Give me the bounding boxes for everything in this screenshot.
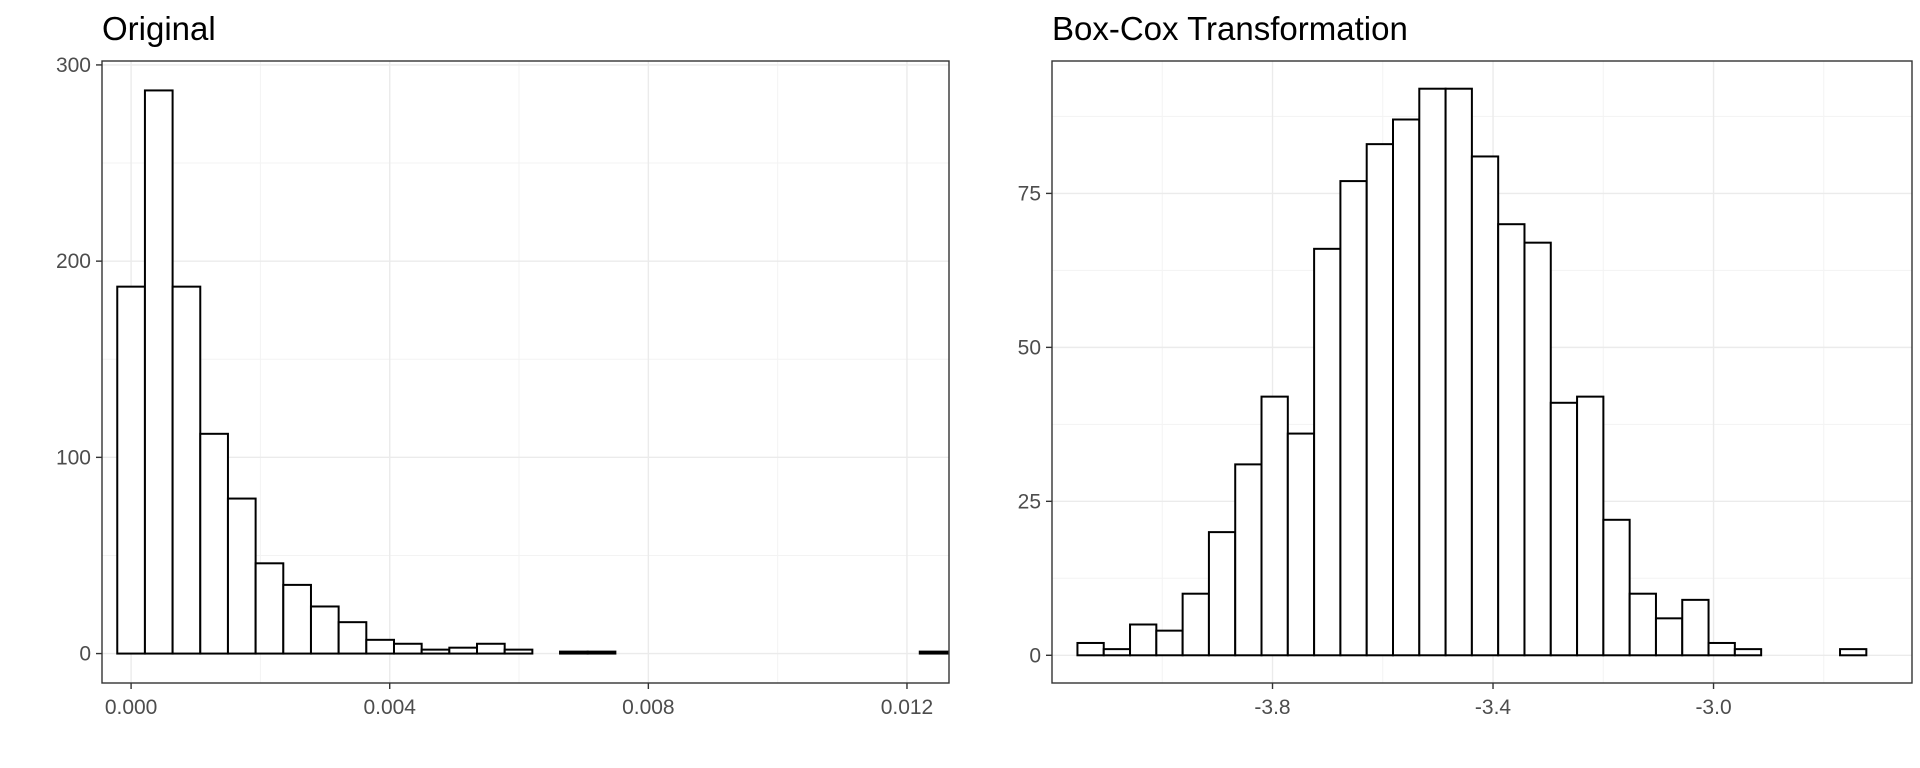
boxcox-histogram-bar [1444, 87, 1473, 657]
boxcox-panel-title: Box-Cox Transformation [1052, 10, 1408, 47]
original-histogram-bar [282, 583, 312, 655]
original-bars [116, 89, 949, 655]
original-x-tick-label: 0.000 [105, 696, 158, 719]
original-histogram-bar [420, 648, 451, 655]
original-histogram-bar [199, 432, 229, 655]
boxcox-histogram-bar [1339, 180, 1368, 657]
original-histogram-bar [309, 605, 340, 655]
original-histogram-bar [143, 89, 174, 655]
boxcox-histogram-bar [1076, 641, 1105, 657]
original-histogram-bar [586, 650, 617, 655]
boxcox-histogram-bar [1839, 648, 1868, 657]
original-histogram-bar [337, 621, 368, 655]
original-histogram-bar [559, 650, 589, 655]
original-x-axis: 0.000 0.004 0.008 0.012 [105, 683, 933, 719]
boxcox-histogram-bar [1313, 247, 1342, 657]
original-histogram-bar [254, 562, 285, 655]
original-y-tick-label: 300 [56, 54, 91, 77]
boxcox-histogram-bar [1707, 641, 1736, 657]
boxcox-histogram-bar [1497, 223, 1526, 657]
original-histogram-bar [392, 642, 423, 655]
boxcox-histogram-bar [1102, 648, 1132, 657]
boxcox-histogram-bar [1523, 241, 1552, 657]
original-histogram-bar [226, 497, 257, 655]
boxcox-histogram-bar [1733, 648, 1763, 657]
original-panel-title: Original [102, 10, 216, 47]
boxcox-histogram-bar [1392, 118, 1421, 657]
original-y-tick-label: 0 [79, 643, 91, 666]
boxcox-x-axis: -3.8 -3.4 -3.0 [1254, 683, 1732, 719]
original-histogram-panel: Original 0 100 200 300 0.000 0.004 0.008 0.012 [56, 10, 950, 719]
original-x-tick-label: 0.012 [881, 696, 934, 719]
boxcox-histogram-bar [1234, 463, 1263, 657]
boxcox-y-tick-label: 50 [1018, 336, 1041, 359]
original-y-tick-label: 100 [56, 446, 91, 469]
original-histogram-bar [365, 638, 395, 655]
boxcox-y-tick-label: 75 [1018, 182, 1041, 205]
original-histogram-bar [918, 650, 949, 655]
boxcox-histogram-bar [1155, 629, 1184, 657]
original-x-tick-label: 0.004 [363, 696, 416, 719]
boxcox-histogram-bar [1286, 432, 1316, 657]
boxcox-histogram-bar [1576, 395, 1605, 657]
boxcox-histogram-bar [1181, 592, 1210, 657]
boxcox-panel-border [1051, 60, 1913, 684]
original-y-tick-label: 200 [56, 250, 91, 273]
boxcox-y-axis: 0 25 50 75 [1018, 182, 1052, 667]
boxcox-x-tick-label: -3.0 [1695, 696, 1731, 719]
original-histogram-bar [448, 646, 478, 655]
original-x-tick-label: 0.008 [622, 696, 675, 719]
original-gridlines [102, 61, 949, 683]
original-histogram-bar [476, 642, 506, 655]
boxcox-histogram-bar [1602, 518, 1631, 657]
boxcox-x-tick-label: -3.8 [1254, 696, 1290, 719]
boxcox-histogram-bar [1654, 617, 1684, 657]
original-y-axis: 0 100 200 300 [56, 54, 102, 666]
boxcox-histogram-bar [1470, 155, 1500, 657]
original-histogram-bar [116, 285, 146, 655]
boxcox-histogram-bar [1628, 592, 1657, 657]
original-panel-border [101, 60, 950, 684]
boxcox-histogram-bar [1418, 87, 1447, 657]
boxcox-histogram-bar [1681, 598, 1710, 657]
boxcox-y-tick-label: 0 [1029, 644, 1041, 667]
boxcox-histogram-bar [1129, 623, 1158, 657]
boxcox-histogram-bar [1549, 401, 1579, 657]
original-histogram-bar [503, 648, 534, 655]
original-histogram-bar [171, 285, 202, 655]
boxcox-histogram-bar [1365, 143, 1394, 657]
boxcox-x-tick-label: -3.4 [1475, 696, 1512, 719]
boxcox-y-tick-label: 25 [1018, 490, 1041, 513]
boxcox-histogram-bar [1260, 395, 1289, 657]
boxcox-bars [1076, 87, 1868, 657]
boxcox-histogram-bar [1207, 531, 1237, 657]
